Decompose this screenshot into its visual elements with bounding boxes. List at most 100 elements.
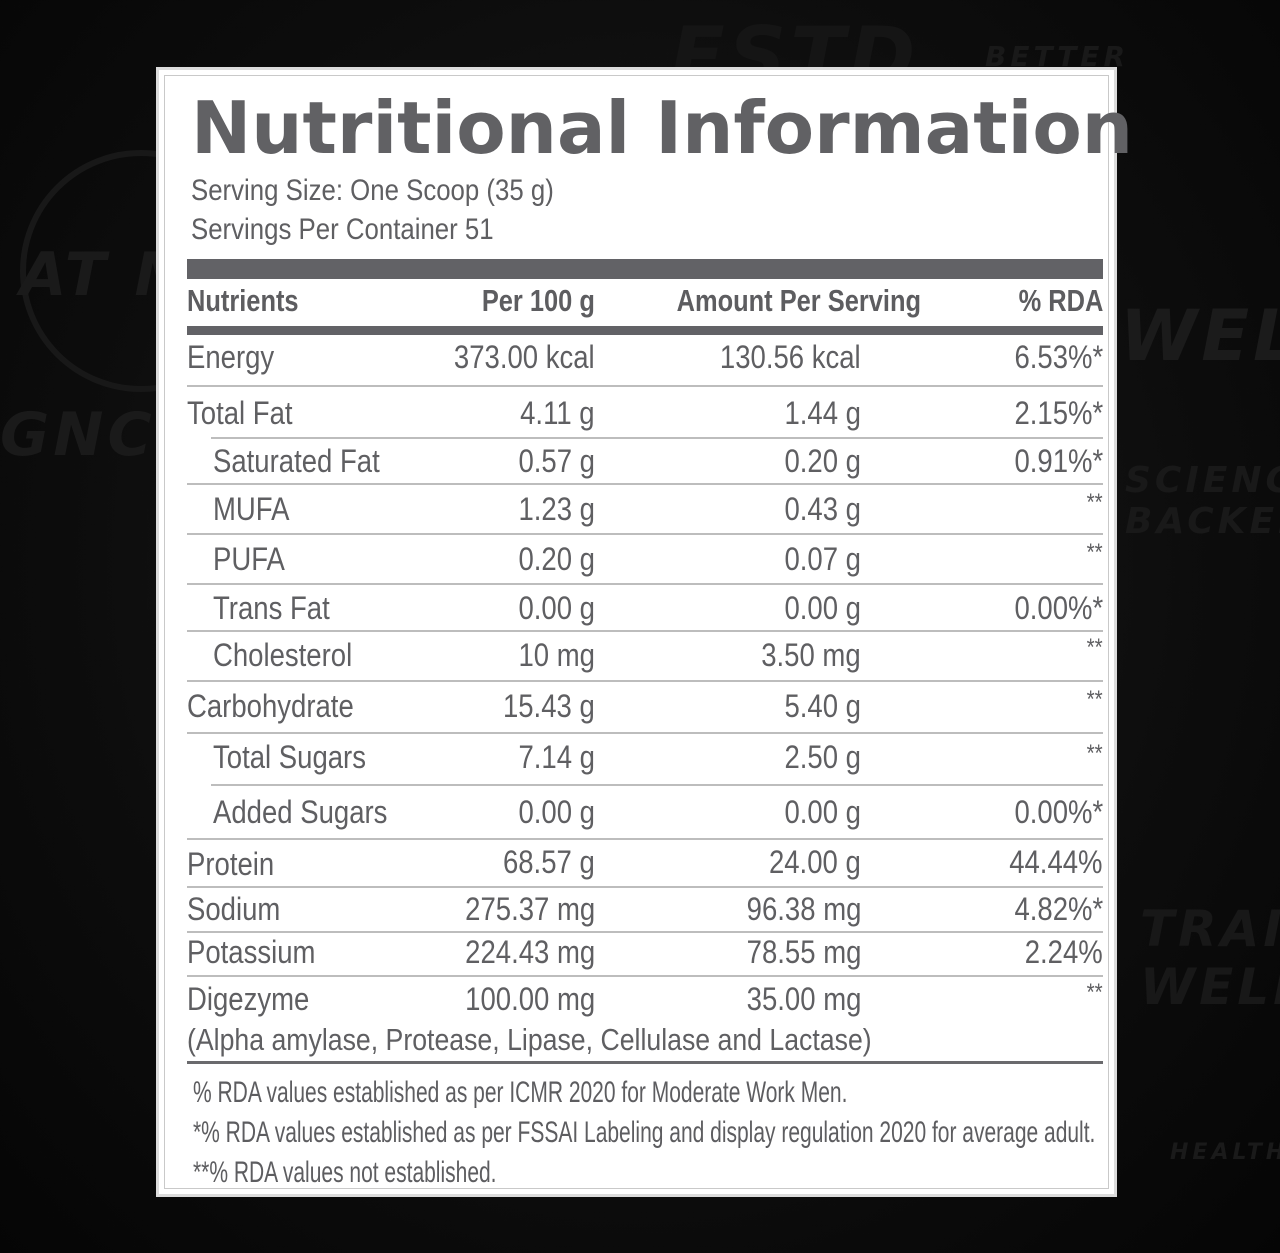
rda-value: **	[1086, 686, 1103, 713]
table-row: Carbohydrate 15.43 g 5.40 g **	[187, 682, 1103, 734]
table-row: Saturated Fat 0.57 g 0.20 g 0.91%*	[187, 439, 1103, 485]
row-divider	[187, 483, 1103, 485]
table-row: MUFA 1.23 g 0.43 g **	[187, 485, 1103, 535]
row-divider	[187, 732, 1103, 734]
table-row: Potassium 224.43 mg 78.55 mg 2.24%	[187, 933, 1103, 977]
nutrient-name: Saturated Fat	[213, 443, 380, 479]
footnote-icmr: % RDA values established as per ICMR 202…	[193, 1076, 848, 1109]
per-serving-value: 2.50 g	[784, 739, 861, 775]
per-serving-value: 0.00 g	[784, 794, 861, 830]
nutrient-name: Protein	[187, 846, 275, 882]
per-100g-value: 224.43 mg	[464, 934, 595, 970]
table-row: Total Sugars 7.14 g 2.50 g **	[187, 734, 1103, 786]
nutrient-name: Potassium	[187, 934, 316, 970]
footnote-fssai: *% RDA values established as per FSSAI L…	[193, 1116, 1096, 1149]
rda-value: **	[1086, 979, 1103, 1006]
per-serving-value: 0.20 g	[784, 443, 861, 479]
row-divider	[187, 385, 1103, 387]
digezyme-note: (Alpha amylase, Protease, Lipase, Cellul…	[187, 1022, 872, 1057]
per-100g-value: 4.11 g	[520, 395, 595, 431]
table-row: Digezyme 100.00 mg 35.00 mg ** (Alpha am…	[187, 977, 1103, 1067]
nutrient-name: Added Sugars	[213, 794, 388, 830]
header-divider-bar	[187, 326, 1103, 335]
row-divider	[187, 886, 1103, 888]
rda-value: **	[1086, 539, 1103, 566]
column-header-per-100g: Per 100 g	[481, 283, 595, 318]
table-row: PUFA 0.20 g 0.07 g **	[187, 535, 1103, 585]
per-serving-value: 0.00 g	[784, 590, 861, 626]
watermark-text: HEALTH	[1170, 1140, 1280, 1165]
nutrient-name: Sodium	[187, 891, 281, 927]
rda-value: 0.00%*	[1014, 794, 1103, 830]
nutrient-name: MUFA	[213, 491, 290, 527]
rda-value: **	[1086, 740, 1103, 767]
nutrient-name: Carbohydrate	[187, 688, 354, 724]
per-serving-value: 78.55 mg	[746, 934, 861, 970]
per-100g-value: 68.57 g	[503, 844, 595, 880]
nutrition-label-inner-border: Nutritional Information Serving Size: On…	[164, 75, 1133, 1189]
per-serving-value: 130.56 kcal	[720, 339, 861, 375]
per-serving-value: 35.00 mg	[746, 981, 861, 1017]
watermark-text: TRAIN WELL	[1140, 900, 1280, 1016]
rda-value: 4.82%*	[1014, 891, 1103, 927]
per-100g-value: 7.14 g	[518, 739, 595, 775]
serving-size: Serving Size: One Scoop (35 g)	[191, 174, 554, 207]
per-100g-value: 275.37 mg	[464, 891, 595, 927]
nutrient-name: Energy	[187, 339, 275, 375]
table-header: Nutrients Per 100 g Amount Per Serving %…	[187, 283, 1103, 323]
column-header-rda: % RDA	[1018, 283, 1103, 318]
rda-value: 2.15%*	[1014, 395, 1103, 431]
rda-value: **	[1086, 489, 1103, 516]
per-100g-value: 1.23 g	[518, 491, 595, 527]
rda-value: 0.91%*	[1014, 443, 1103, 479]
per-100g-value: 15.43 g	[503, 688, 595, 724]
footnote-not-established: **% RDA values not established.	[193, 1156, 497, 1189]
per-100g-value: 0.00 g	[518, 590, 595, 626]
per-100g-value: 373.00 kcal	[454, 339, 595, 375]
nutrient-name: Total Fat	[187, 395, 293, 431]
row-divider	[187, 533, 1103, 535]
per-serving-value: 0.07 g	[784, 541, 861, 577]
rda-value: 0.00%*	[1014, 590, 1103, 626]
row-divider	[187, 630, 1103, 632]
row-divider	[187, 838, 1103, 840]
rda-value: 6.53%*	[1014, 339, 1103, 375]
table-row: Energy 373.00 kcal 130.56 kcal 6.53%*	[187, 335, 1103, 387]
per-100g-value: 10 mg	[518, 637, 595, 673]
row-divider	[187, 583, 1103, 585]
row-divider	[211, 784, 1103, 786]
row-divider	[187, 975, 1103, 977]
servings-per-container: Servings Per Container 51	[191, 213, 494, 246]
row-divider	[187, 931, 1103, 933]
rda-value: 2.24%	[1024, 934, 1103, 970]
nutrient-name: Cholesterol	[213, 637, 353, 673]
per-100g-value: 0.20 g	[518, 541, 595, 577]
table-row: Sodium 275.37 mg 96.38 mg 4.82%*	[187, 888, 1103, 933]
per-serving-value: 96.38 mg	[746, 891, 861, 927]
nutrient-name: Digezyme	[187, 981, 310, 1017]
table-row: Protein 68.57 g 24.00 g 44.44%	[187, 840, 1103, 888]
watermark-text: WELL	[1120, 295, 1280, 377]
column-header-nutrients: Nutrients	[187, 283, 299, 318]
row-divider	[211, 437, 1103, 439]
per-100g-value: 100.00 mg	[464, 981, 595, 1017]
per-serving-value: 1.44 g	[784, 395, 861, 431]
table-row: Total Fat 4.11 g 1.44 g 2.15%*	[187, 387, 1103, 439]
per-100g-value: 0.00 g	[518, 794, 595, 830]
nutrient-name: Total Sugars	[213, 739, 366, 775]
nutrient-name: PUFA	[213, 541, 285, 577]
top-divider-bar	[187, 259, 1103, 279]
nutrient-table: Energy 373.00 kcal 130.56 kcal 6.53%* To…	[187, 335, 1103, 1067]
rda-value: 44.44%	[1009, 844, 1103, 880]
nutrition-label-panel: Nutritional Information Serving Size: On…	[156, 67, 1133, 1197]
table-row: Trans Fat 0.00 g 0.00 g 0.00%*	[187, 585, 1103, 632]
rda-value: **	[1086, 634, 1103, 661]
column-header-per-serving: Amount Per Serving	[676, 283, 921, 318]
watermark-text: SCIENCE BACKED	[1125, 460, 1280, 542]
row-divider	[187, 680, 1103, 682]
nutrient-name: Trans Fat	[213, 590, 330, 626]
per-100g-value: 0.57 g	[518, 443, 595, 479]
per-serving-value: 24.00 g	[769, 844, 861, 880]
per-serving-value: 3.50 mg	[761, 637, 861, 673]
table-row: Added Sugars 0.00 g 0.00 g 0.00%*	[187, 786, 1103, 840]
